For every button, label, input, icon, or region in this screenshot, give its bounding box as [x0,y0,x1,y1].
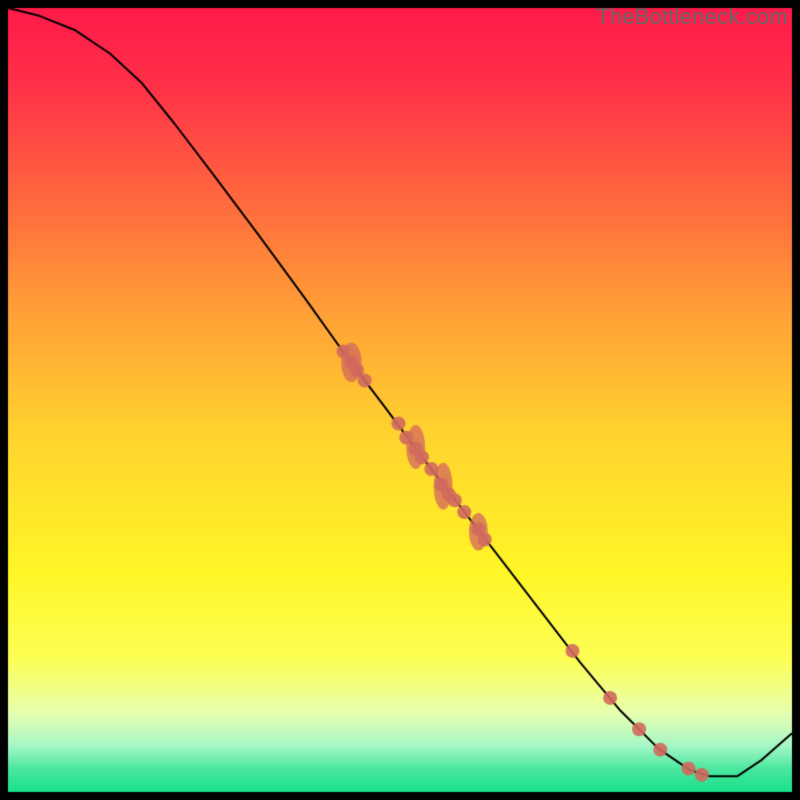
bottleneck-curve-chart [0,0,800,800]
watermark-text: TheBottleneck.com [596,4,788,30]
chart-container: TheBottleneck.com [0,0,800,800]
